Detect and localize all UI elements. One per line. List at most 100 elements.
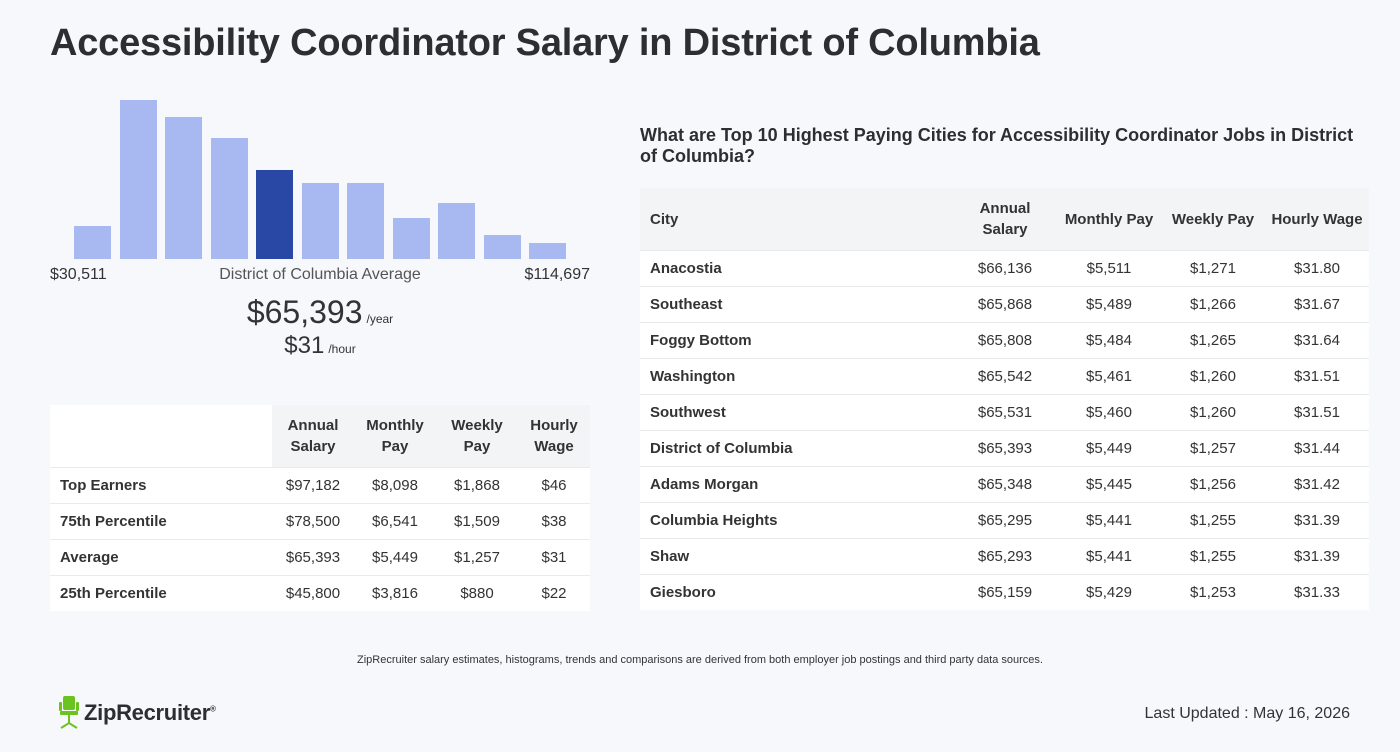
- city-name: Foggy Bottom: [640, 322, 953, 359]
- city-name: Southeast: [640, 286, 953, 323]
- annual-summary: $65,393/year: [50, 294, 590, 331]
- percentile-cell: $65,393: [272, 539, 354, 576]
- city-cell: $5,429: [1057, 574, 1161, 610]
- percentile-cell: $1,509: [436, 503, 518, 540]
- histogram-bar: [256, 170, 293, 259]
- city-cell: $5,460: [1057, 394, 1161, 431]
- hourly-summary: $31/hour: [50, 332, 590, 360]
- percentile-header-blank: [50, 405, 272, 468]
- city-name: Adams Morgan: [640, 466, 953, 503]
- table-row: Foggy Bottom $65,808 $5,484 $1,265 $31.64: [640, 322, 1369, 359]
- cities-header-row: City Annual Salary Monthly Pay Weekly Pa…: [640, 188, 1369, 251]
- percentile-row-label: Top Earners: [50, 467, 272, 504]
- histogram-bar: [210, 138, 248, 259]
- city-cell: $65,393: [953, 430, 1057, 467]
- percentile-cell: $880: [436, 575, 518, 611]
- city-cell: $31.67: [1265, 286, 1369, 323]
- table-row: Average $65,393 $5,449 $1,257 $31: [50, 539, 590, 576]
- city-cell: $1,265: [1161, 322, 1265, 359]
- city-cell: $5,484: [1057, 322, 1161, 359]
- city-cell: $65,808: [953, 322, 1057, 359]
- histogram-bar: [119, 100, 157, 259]
- percentile-cell: $1,868: [436, 467, 518, 504]
- city-cell: $31.44: [1265, 430, 1369, 467]
- percentile-cell: $78,500: [272, 503, 354, 540]
- histogram-bar: [529, 243, 566, 259]
- percentile-cell: $5,449: [354, 539, 436, 576]
- percentile-header-hourly: Hourly Wage: [518, 405, 590, 468]
- city-cell: $5,445: [1057, 466, 1161, 503]
- ziprecruiter-logo[interactable]: ZipRecruiter®: [58, 696, 216, 730]
- histogram-bar: [347, 183, 384, 259]
- disclaimer: ZipRecruiter salary estimates, histogram…: [357, 654, 1043, 666]
- table-row: Columbia Heights $65,295 $5,441 $1,255 $31.3…: [640, 502, 1369, 539]
- city-cell: $1,257: [1161, 430, 1265, 467]
- table-row: 75th Percentile $78,500 $6,541 $1,509 $38: [50, 503, 590, 540]
- table-row: Washington $65,542 $5,461 $1,260 $31.51: [640, 358, 1369, 395]
- percentile-header-annual: Annual Salary: [272, 405, 354, 468]
- city-cell: $65,868: [953, 286, 1057, 323]
- hourly-unit: /hour: [328, 342, 356, 356]
- table-row: District of Columbia $65,393 $5,449 $1,257 $…: [640, 430, 1369, 467]
- top-cities-table: City Annual Salary Monthly Pay Weekly Pa…: [640, 188, 1369, 610]
- annual-unit: /year: [366, 312, 394, 326]
- histogram-bar: [392, 218, 430, 259]
- percentile-cell: $22: [518, 575, 590, 611]
- city-name: Washington: [640, 358, 953, 395]
- histogram-center-label: District of Columbia Average: [219, 266, 421, 283]
- city-name: Shaw: [640, 538, 953, 575]
- city-cell: $66,136: [953, 250, 1057, 287]
- city-cell: $65,295: [953, 502, 1057, 539]
- table-row: Adams Morgan $65,348 $5,445 $1,256 $31.42: [640, 466, 1369, 503]
- city-cell: $1,253: [1161, 574, 1265, 610]
- annual-salary-value: $65,393: [246, 294, 363, 330]
- cities-heading: What are Top 10 Highest Paying Cities fo…: [640, 125, 1354, 166]
- city-name: Southwest: [640, 394, 953, 431]
- city-cell: $1,271: [1161, 250, 1265, 287]
- city-cell: $65,542: [953, 358, 1057, 395]
- chair-icon: [59, 696, 79, 729]
- histogram-bar: [165, 117, 202, 259]
- city-cell: $1,260: [1161, 358, 1265, 395]
- table-row: 25th Percentile $45,800 $3,816 $880 $22: [50, 575, 590, 611]
- city-cell: $1,266: [1161, 286, 1265, 323]
- city-cell: $31.39: [1265, 502, 1369, 539]
- cities-header-city: City: [640, 188, 953, 251]
- cities-header-monthly: Monthly Pay: [1057, 188, 1161, 251]
- city-name: Giesboro: [640, 574, 953, 610]
- cities-header-weekly: Weekly Pay: [1161, 188, 1265, 251]
- percentile-cell: $31: [518, 539, 590, 576]
- hourly-wage-value: $31: [284, 332, 325, 359]
- city-cell: $65,531: [953, 394, 1057, 431]
- city-cell: $5,441: [1057, 538, 1161, 575]
- city-cell: $31.64: [1265, 322, 1369, 359]
- page-title: Accessibility Coordinator Salary in Dist…: [50, 22, 1040, 64]
- city-cell: $5,489: [1057, 286, 1161, 323]
- histogram-bar: [483, 235, 521, 259]
- city-cell: $1,256: [1161, 466, 1265, 503]
- histogram-min-label: $30,511: [50, 266, 107, 283]
- city-cell: $1,255: [1161, 502, 1265, 539]
- city-cell: $31.33: [1265, 574, 1369, 610]
- city-cell: $65,293: [953, 538, 1057, 575]
- table-row: Anacostia $66,136 $5,511 $1,271 $31.80: [640, 250, 1369, 287]
- percentile-row-label: Average: [50, 539, 272, 576]
- histogram-bar: [438, 203, 475, 259]
- city-name: Columbia Heights: [640, 502, 953, 539]
- percentile-row-label: 75th Percentile: [50, 503, 272, 540]
- percentile-cell: $3,816: [354, 575, 436, 611]
- histogram-max-label: $114,697: [524, 266, 590, 283]
- histogram-bar: [74, 226, 111, 259]
- table-row: Southwest $65,531 $5,460 $1,260 $31.51: [640, 394, 1369, 431]
- city-cell: $65,159: [953, 574, 1057, 610]
- percentile-header-row: Annual Salary Monthly Pay Weekly Pay Hou…: [50, 405, 590, 468]
- table-row: Southeast $65,868 $5,489 $1,266 $31.67: [640, 286, 1369, 323]
- city-cell: $31.39: [1265, 538, 1369, 575]
- percentile-row-label: 25th Percentile: [50, 575, 272, 611]
- city-cell: $1,255: [1161, 538, 1265, 575]
- city-name: District of Columbia: [640, 430, 953, 467]
- city-cell: $5,441: [1057, 502, 1161, 539]
- histogram-bar: [301, 183, 339, 259]
- table-row: Giesboro $65,159 $5,429 $1,253 $31.33: [640, 574, 1369, 610]
- last-updated: Last Updated : May 16, 2026: [1144, 705, 1350, 722]
